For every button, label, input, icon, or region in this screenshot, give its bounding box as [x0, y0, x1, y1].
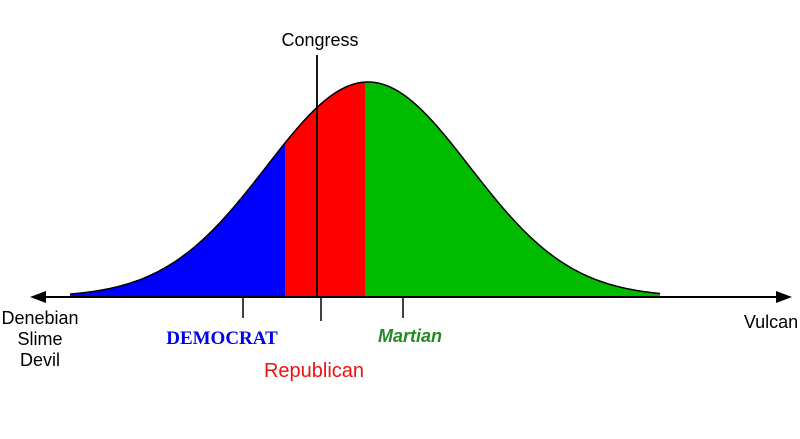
right-end-label: Vulcan: [744, 312, 798, 332]
blue-region: [70, 82, 285, 297]
axis-arrow-right: [776, 291, 792, 303]
bell-curve: [69, 81, 661, 295]
left-end-label: Slime: [17, 329, 62, 349]
congress-label: Congress: [281, 30, 358, 50]
curve-regions: [70, 82, 660, 297]
left-end-label: Denebian: [1, 308, 78, 328]
red-region: [285, 82, 365, 297]
left-end-label: Devil: [20, 350, 60, 370]
martian-label: Martian: [378, 326, 442, 346]
democrat-label: DEMOCRAT: [166, 328, 278, 349]
axis-arrow-left: [30, 291, 46, 303]
green-region: [365, 82, 660, 297]
republican-label: Republican: [264, 360, 364, 382]
